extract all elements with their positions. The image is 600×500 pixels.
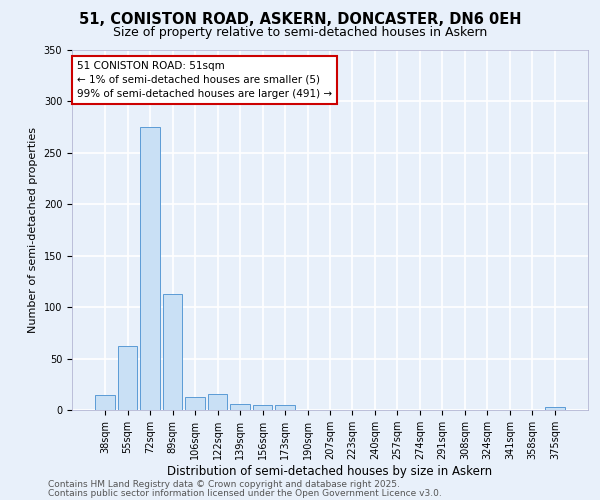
Text: 51 CONISTON ROAD: 51sqm
← 1% of semi-detached houses are smaller (5)
99% of semi: 51 CONISTON ROAD: 51sqm ← 1% of semi-det… (77, 61, 332, 99)
Bar (118, 346, 137, 410)
Bar (230, 404, 250, 410)
Bar (163, 294, 182, 410)
Bar (275, 405, 295, 410)
Bar (185, 396, 205, 410)
Text: Contains HM Land Registry data © Crown copyright and database right 2025.: Contains HM Land Registry data © Crown c… (48, 480, 400, 489)
Bar (253, 405, 272, 410)
X-axis label: Distribution of semi-detached houses by size in Askern: Distribution of semi-detached houses by … (167, 465, 493, 478)
Bar (545, 407, 565, 410)
Text: Size of property relative to semi-detached houses in Askern: Size of property relative to semi-detach… (113, 26, 487, 39)
Bar (140, 127, 160, 410)
Bar (95, 394, 115, 410)
Text: Contains public sector information licensed under the Open Government Licence v3: Contains public sector information licen… (48, 488, 442, 498)
Text: 51, CONISTON ROAD, ASKERN, DONCASTER, DN6 0EH: 51, CONISTON ROAD, ASKERN, DONCASTER, DN… (79, 12, 521, 28)
Y-axis label: Number of semi-detached properties: Number of semi-detached properties (28, 127, 38, 333)
Bar (208, 394, 227, 410)
